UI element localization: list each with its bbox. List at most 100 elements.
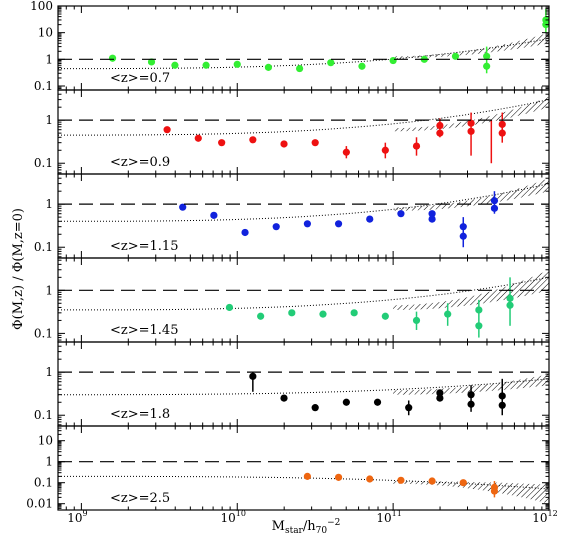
data-point-z1.15-8 [428,210,436,218]
redshift-label-z2.5: <z>=2.5 [110,491,170,506]
data-point-z1.15-13 [490,204,499,212]
model-curve-z2.5 [58,475,549,490]
y-tick-label-z1.15: 0.1 [34,240,53,254]
y-tick-label-z1.45: 1 [45,283,53,297]
panels-group: 100 10 1 0.1 <z>=0.7 1 0.1 <z>=0.9 1 0.1 <z>=1.15 1… [26,0,550,511]
data-point-z1.15-11 [459,232,467,240]
model-band-group-z1.8 [58,372,549,416]
y-tick-label-z2.5: 0.01 [26,497,53,511]
redshift-label-z1.15: <z>=1.15 [110,239,178,254]
data-point-z1.15-10 [459,223,467,231]
data-point-z0.7-1 [147,58,156,66]
data-point-z1.15-0 [179,203,187,211]
redshift-label-z0.9: <z>=0.9 [110,155,170,170]
data-point-z0.7-5 [264,63,273,71]
data-point-z0.7-11 [451,52,460,60]
y-tick-label-z0.7: 10 [38,26,53,40]
data-point-z0.9-11 [467,119,475,127]
data-point-z2.5-7 [490,487,499,495]
y-tick-label-z0.9: 1 [45,113,53,127]
y-tick-label-z1.8: 1 [45,365,53,379]
data-point-z1.15-2 [241,228,249,237]
model-band-z0.7 [393,32,549,59]
panel-z0.9: 1 0.1 <z>=0.9 [34,89,550,175]
data-point-z2.5-1 [334,473,343,481]
model-band-group-z0.7 [58,8,549,74]
data-point-z0.9-6 [342,148,350,156]
redshift-label-z0.7: <z>=0.7 [110,71,170,86]
panel-z0.7: 100 10 1 0.1 <z>=0.7 [30,0,550,93]
data-point-z1.45-1 [257,312,265,320]
data-point-z1.45-7 [444,310,452,318]
y-tick-label-z0.7: 100 [30,0,53,13]
data-point-z1.45-5 [381,312,389,320]
data-point-z1.8-1 [280,394,288,402]
model-band-group-z1.45 [58,269,549,338]
x-tick-label-base: 10 [221,511,236,525]
model-curve-z1.45 [58,276,549,311]
x-tick-label-base: 10 [532,511,547,525]
data-point-z1.45-3 [319,310,327,318]
data-point-z1.15-9 [428,215,436,223]
data-point-z0.7-9 [389,56,397,65]
data-point-z0.9-14 [498,129,506,137]
data-point-z2.5-2 [366,475,374,483]
data-point-z0.9-0 [163,126,171,134]
data-point-z1.8-7 [436,394,444,402]
panel-z1.8: 1 0.1 <z>=1.8 [34,341,550,427]
data-point-z0.9-2 [218,139,226,147]
data-point-z1.8-4 [373,398,382,406]
model-band-group-z0.9 [58,96,549,164]
data-point-z1.15-6 [366,215,374,223]
data-point-z1.45-4 [350,309,358,317]
data-point-z1.15-1 [210,211,218,219]
data-point-z0.9-4 [280,140,288,148]
model-curve-z0.9 [58,99,549,136]
data-point-z1.15-4 [303,220,311,228]
data-point-z1.8-2 [311,404,319,412]
data-point-z1.45-0 [225,303,234,312]
model-band-group-z2.5 [58,472,549,504]
x-tick-label-exponent: 9 [82,509,87,518]
panel-z2.5: 10 1 0.1 0.01 <z>=2.5 [26,425,550,511]
data-point-z2.5-4 [428,477,436,485]
data-point-z0.7-0 [108,54,117,62]
y-tick-label-z2.5: 10 [38,434,53,448]
model-band-z2.5 [393,481,549,504]
y-tick-label-z1.45: 0.1 [34,326,53,340]
panel-z1.45: 1 0.1 <z>=1.45 [34,257,550,343]
model-band-z1.45 [393,269,549,310]
data-point-z2.5-5 [459,479,467,487]
data-point-z1.8-10 [498,392,506,400]
x-axis-title-sub: star [285,526,304,536]
x-tick-label-10: 1010 [221,509,246,525]
x-tick-label-exponent: 10 [236,509,246,518]
data-point-z1.8-5 [405,404,413,412]
panel-z1.15: 1 0.1 <z>=1.15 [34,173,550,259]
data-point-z0.9-3 [249,136,257,144]
model-band-z1.15 [393,178,549,211]
x-tick-label-base: 10 [67,511,82,525]
data-point-z0.9-7 [381,146,389,154]
data-point-z1.45-8 [475,306,483,314]
y-tick-label-z2.5: 0.1 [34,476,53,490]
x-tick-label-exponent: 12 [548,509,558,518]
data-point-z1.8-8 [467,391,475,399]
data-point-z0.9-9 [436,121,444,130]
x-axis-tick-labels: 109 1010 1011 1012 [67,509,558,525]
x-tick-label-base: 10 [376,511,391,525]
x-axis-title-sup: −2 [327,518,340,528]
data-point-z1.45-9 [475,322,483,330]
x-axis-title-mid: /h [303,519,316,534]
x-tick-label-12: 1012 [532,509,557,525]
x-tick-label-exponent: 11 [392,509,402,518]
y-tick-label-z0.9: 0.1 [34,156,53,170]
x-tick-label-9: 109 [67,509,87,525]
data-point-z2.5-0 [303,472,311,480]
data-point-z0.7-3 [202,61,210,69]
x-tick-label-11: 1011 [376,509,401,525]
data-point-z1.15-7 [397,210,405,218]
data-point-z1.8-9 [467,400,475,408]
